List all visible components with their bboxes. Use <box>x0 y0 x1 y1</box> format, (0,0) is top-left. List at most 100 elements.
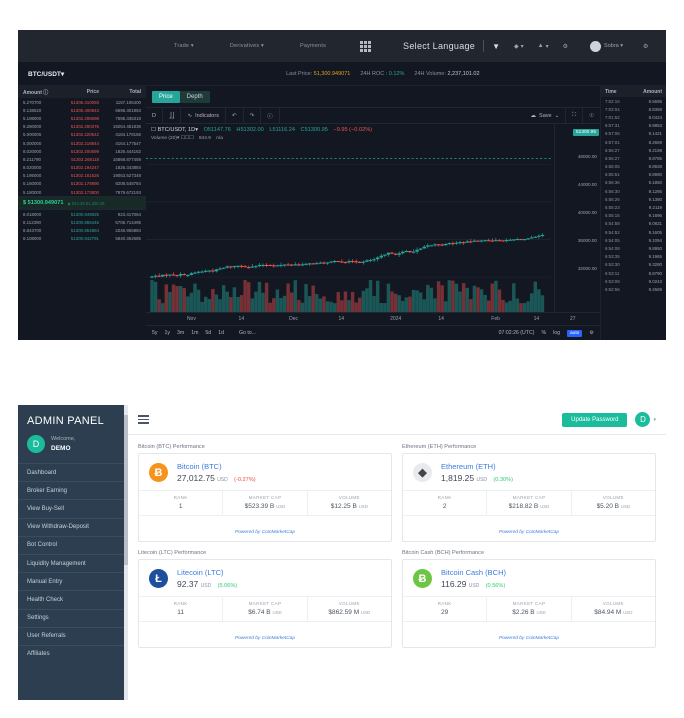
trade-row[interactable]: 6:56:27 9.2198 <box>601 146 666 154</box>
avatar[interactable] <box>590 40 602 52</box>
trade-row[interactable]: 6:55:15 9.1696 <box>601 212 666 220</box>
chart-canvas[interactable]: ☐ BTC/USDT, 1D▾ O51147.76 H51302.00 L511… <box>146 124 600 312</box>
time-axis[interactable]: Nov 14 Dec 14 2024 14 Feb 14 27 <box>146 312 600 325</box>
wallet-icon[interactable]: ◆ ▾ <box>514 43 524 50</box>
trade-row[interactable]: 6:53:30 9.3280 <box>601 261 666 269</box>
order-book-row[interactable]: 8.112390 51300.956446 5706.714495 <box>18 218 146 226</box>
order-book-row[interactable]: 8.020000 51302.194247 1826.343884 <box>18 164 146 172</box>
grid-apps-icon[interactable] <box>360 40 372 52</box>
trade-row[interactable]: 6:55:51 9.8980 <box>601 171 666 179</box>
update-password-button[interactable]: Update Password <box>562 412 628 427</box>
trade-row[interactable]: 7:02:04 8.8369 <box>601 105 666 113</box>
trade-row[interactable]: 6:53:35 9.1965 <box>601 253 666 261</box>
right-gear-icon[interactable]: ⚙ <box>643 43 649 50</box>
trade-row[interactable]: 6:56:30 9.1286 <box>601 187 666 195</box>
language-chevron-down-icon[interactable]: ▼ <box>492 41 501 51</box>
range-5d[interactable]: 5d <box>205 330 212 336</box>
chevron-down-icon[interactable]: ▾ <box>653 416 656 423</box>
trade-row[interactable]: 6:56:27 8.8785 <box>601 154 666 162</box>
fullscreen-icon[interactable]: ⛶ <box>566 107 584 124</box>
sidebar-item-dashboard[interactable]: Dashboard <box>18 463 128 481</box>
order-book-row[interactable]: 5.000000 51302.218844 4164.177547 <box>18 139 146 147</box>
nav-item-trade[interactable]: Trade ▾ <box>174 43 194 49</box>
powered-by-link[interactable]: Powered by CoinMarketCap <box>499 635 559 641</box>
range-5y[interactable]: 5y <box>152 330 158 336</box>
camera-icon[interactable]: ☉ <box>589 112 594 119</box>
trade-row[interactable]: 6:57:06 9.1421 <box>601 130 666 138</box>
trade-row[interactable]: 6:56:26 9.1380 <box>601 195 666 203</box>
trade-row[interactable]: 6:55:23 9.2119 <box>601 203 666 211</box>
trade-row[interactable]: 6:54:58 9.0831 <box>601 220 666 228</box>
sidebar-item-health-check[interactable]: Health Check <box>18 590 128 608</box>
indicators-button[interactable]: ∿ Indicators <box>181 107 226 124</box>
trade-row[interactable]: 6:56:05 8.8928 <box>601 163 666 171</box>
order-book-row[interactable]: 5.270700 51305.410093 1167.106400 <box>18 98 146 106</box>
order-book-row[interactable]: 5.160000 51302.178890 8208.548784 <box>18 180 146 188</box>
hamburger-menu-icon[interactable] <box>138 415 149 424</box>
notifications-icon[interactable]: ▲ ▾ <box>537 43 549 50</box>
order-book-row[interactable]: 9.280000 51302.290376 19264.451836 <box>18 123 146 131</box>
sidebar-item-bot-control[interactable]: Bot Control <box>18 535 128 554</box>
powered-by-link[interactable]: Powered by CoinMarketCap <box>235 635 295 641</box>
sidebar-item-manual-entry[interactable]: Manual Entry <box>18 572 128 590</box>
order-book-row[interactable]: 8.020000 51302.200699 1826.444162 <box>18 147 146 155</box>
coin-name-link[interactable]: Bitcoin Cash (BCH) <box>441 568 507 577</box>
user-name-label[interactable]: Sobra ▾ <box>604 43 624 49</box>
coin-name-link[interactable]: Litecoin (LTC) <box>177 568 224 577</box>
trade-row[interactable]: 6:52:56 9.2669 <box>601 285 666 293</box>
settings-gear-icon[interactable]: ⚙ <box>562 43 569 50</box>
trade-row[interactable]: 6:57:01 8.2669 <box>601 138 666 146</box>
trading-pair-selector[interactable]: BTC/USDT▾ <box>28 70 64 78</box>
sidebar-item-view-withdraw-deposit[interactable]: View Withdraw-Deposit <box>18 517 128 536</box>
undo-icon[interactable]: ↶ <box>226 107 244 124</box>
trade-row[interactable]: 6:54:05 9.1094 <box>601 236 666 244</box>
coin-name-link[interactable]: Bitcoin (BTC) <box>177 462 222 471</box>
trade-row[interactable]: 6:57:31 9.9853 <box>601 122 666 130</box>
order-book-row[interactable]: 5.195000 51302.181526 19063.527348 <box>18 172 146 180</box>
nav-item-derivatives[interactable]: Derivatives ▾ <box>230 43 264 49</box>
sidebar-item-view-buy-sell[interactable]: View Buy-Sell <box>18 499 128 517</box>
sidebar-scrollbar[interactable] <box>124 405 128 700</box>
order-book-row[interactable]: 5.180000 51302.173800 7979.672193 <box>18 188 146 196</box>
order-book-row[interactable]: 9.138520 51305.400843 6696.301963 <box>18 106 146 114</box>
order-book-row[interactable]: 8.018000 51300.949825 923.417064 <box>18 210 146 218</box>
sidebar-item-broker-earning[interactable]: Broker Earning <box>18 481 128 499</box>
range-1y[interactable]: 1y <box>164 330 170 336</box>
order-book-row[interactable]: 5.000005 51302.220542 4184.178156 <box>18 131 146 139</box>
order-book-row[interactable]: 8.843700 51300.954884 2245.955884 <box>18 227 146 235</box>
trade-row[interactable]: 7:02:16 9.5695 <box>601 97 666 105</box>
trade-row[interactable]: 6:54:08 9.8950 <box>601 244 666 252</box>
select-language-label[interactable]: Select Language <box>403 41 476 51</box>
avatar[interactable]: D <box>635 412 651 427</box>
tab-price[interactable]: Price <box>152 91 180 103</box>
order-book-row[interactable]: 8.211790 51302.268118 16868.877459 <box>18 155 146 163</box>
percent-scale-button[interactable]: % <box>541 330 547 336</box>
order-book-row[interactable]: 8.108000 51300.942791 5840.362685 <box>18 235 146 243</box>
order-book-row[interactable]: 5.198000 51302.295698 7695.336318 <box>18 114 146 122</box>
nav-item-payments[interactable]: Payments <box>299 43 327 49</box>
go-to-button[interactable]: Go to... <box>238 330 256 336</box>
legend-symbol[interactable]: ☐ BTC/USDT, 1D▾ <box>151 127 198 133</box>
trade-row[interactable]: 6:54:52 9.1605 <box>601 228 666 236</box>
trade-row[interactable]: 6:53:08 9.0243 <box>601 277 666 285</box>
powered-by-link[interactable]: Powered by CoinMarketCap <box>235 529 295 535</box>
chart-settings-gear-icon[interactable]: ⚙ <box>589 330 594 336</box>
log-scale-button[interactable]: log <box>553 330 560 336</box>
tab-depth[interactable]: Depth <box>179 91 210 103</box>
sidebar-scroll-thumb[interactable] <box>124 415 128 565</box>
trade-row[interactable]: 7:01:52 8.0424 <box>601 113 666 121</box>
sidebar-item-liquidity-management[interactable]: Liquidity Management <box>18 553 128 572</box>
sidebar-item-settings[interactable]: Settings <box>18 608 128 627</box>
auto-scale-button[interactable]: auto <box>567 329 583 337</box>
volume-indicator-label[interactable]: Volume (20) <box>151 136 177 141</box>
range-1m[interactable]: 1m <box>191 330 199 336</box>
price-axis[interactable]: 51300.95 48000.00 44000.00 40000.00 3600… <box>554 124 600 312</box>
redo-icon[interactable]: ↷ <box>244 107 262 124</box>
range-3m[interactable]: 3m <box>176 330 185 336</box>
sidebar-item-affiliates[interactable]: Affiliates <box>18 644 128 663</box>
volume-eye-icons[interactable]: ☐☐☐ <box>180 136 195 141</box>
range-1d[interactable]: 1d <box>218 330 224 336</box>
trade-row[interactable]: 6:53:11 8.8790 <box>601 269 666 277</box>
powered-by-link[interactable]: Powered by CoinMarketCap <box>499 529 559 535</box>
save-button[interactable]: ☁ Save ⌄ <box>525 107 567 124</box>
